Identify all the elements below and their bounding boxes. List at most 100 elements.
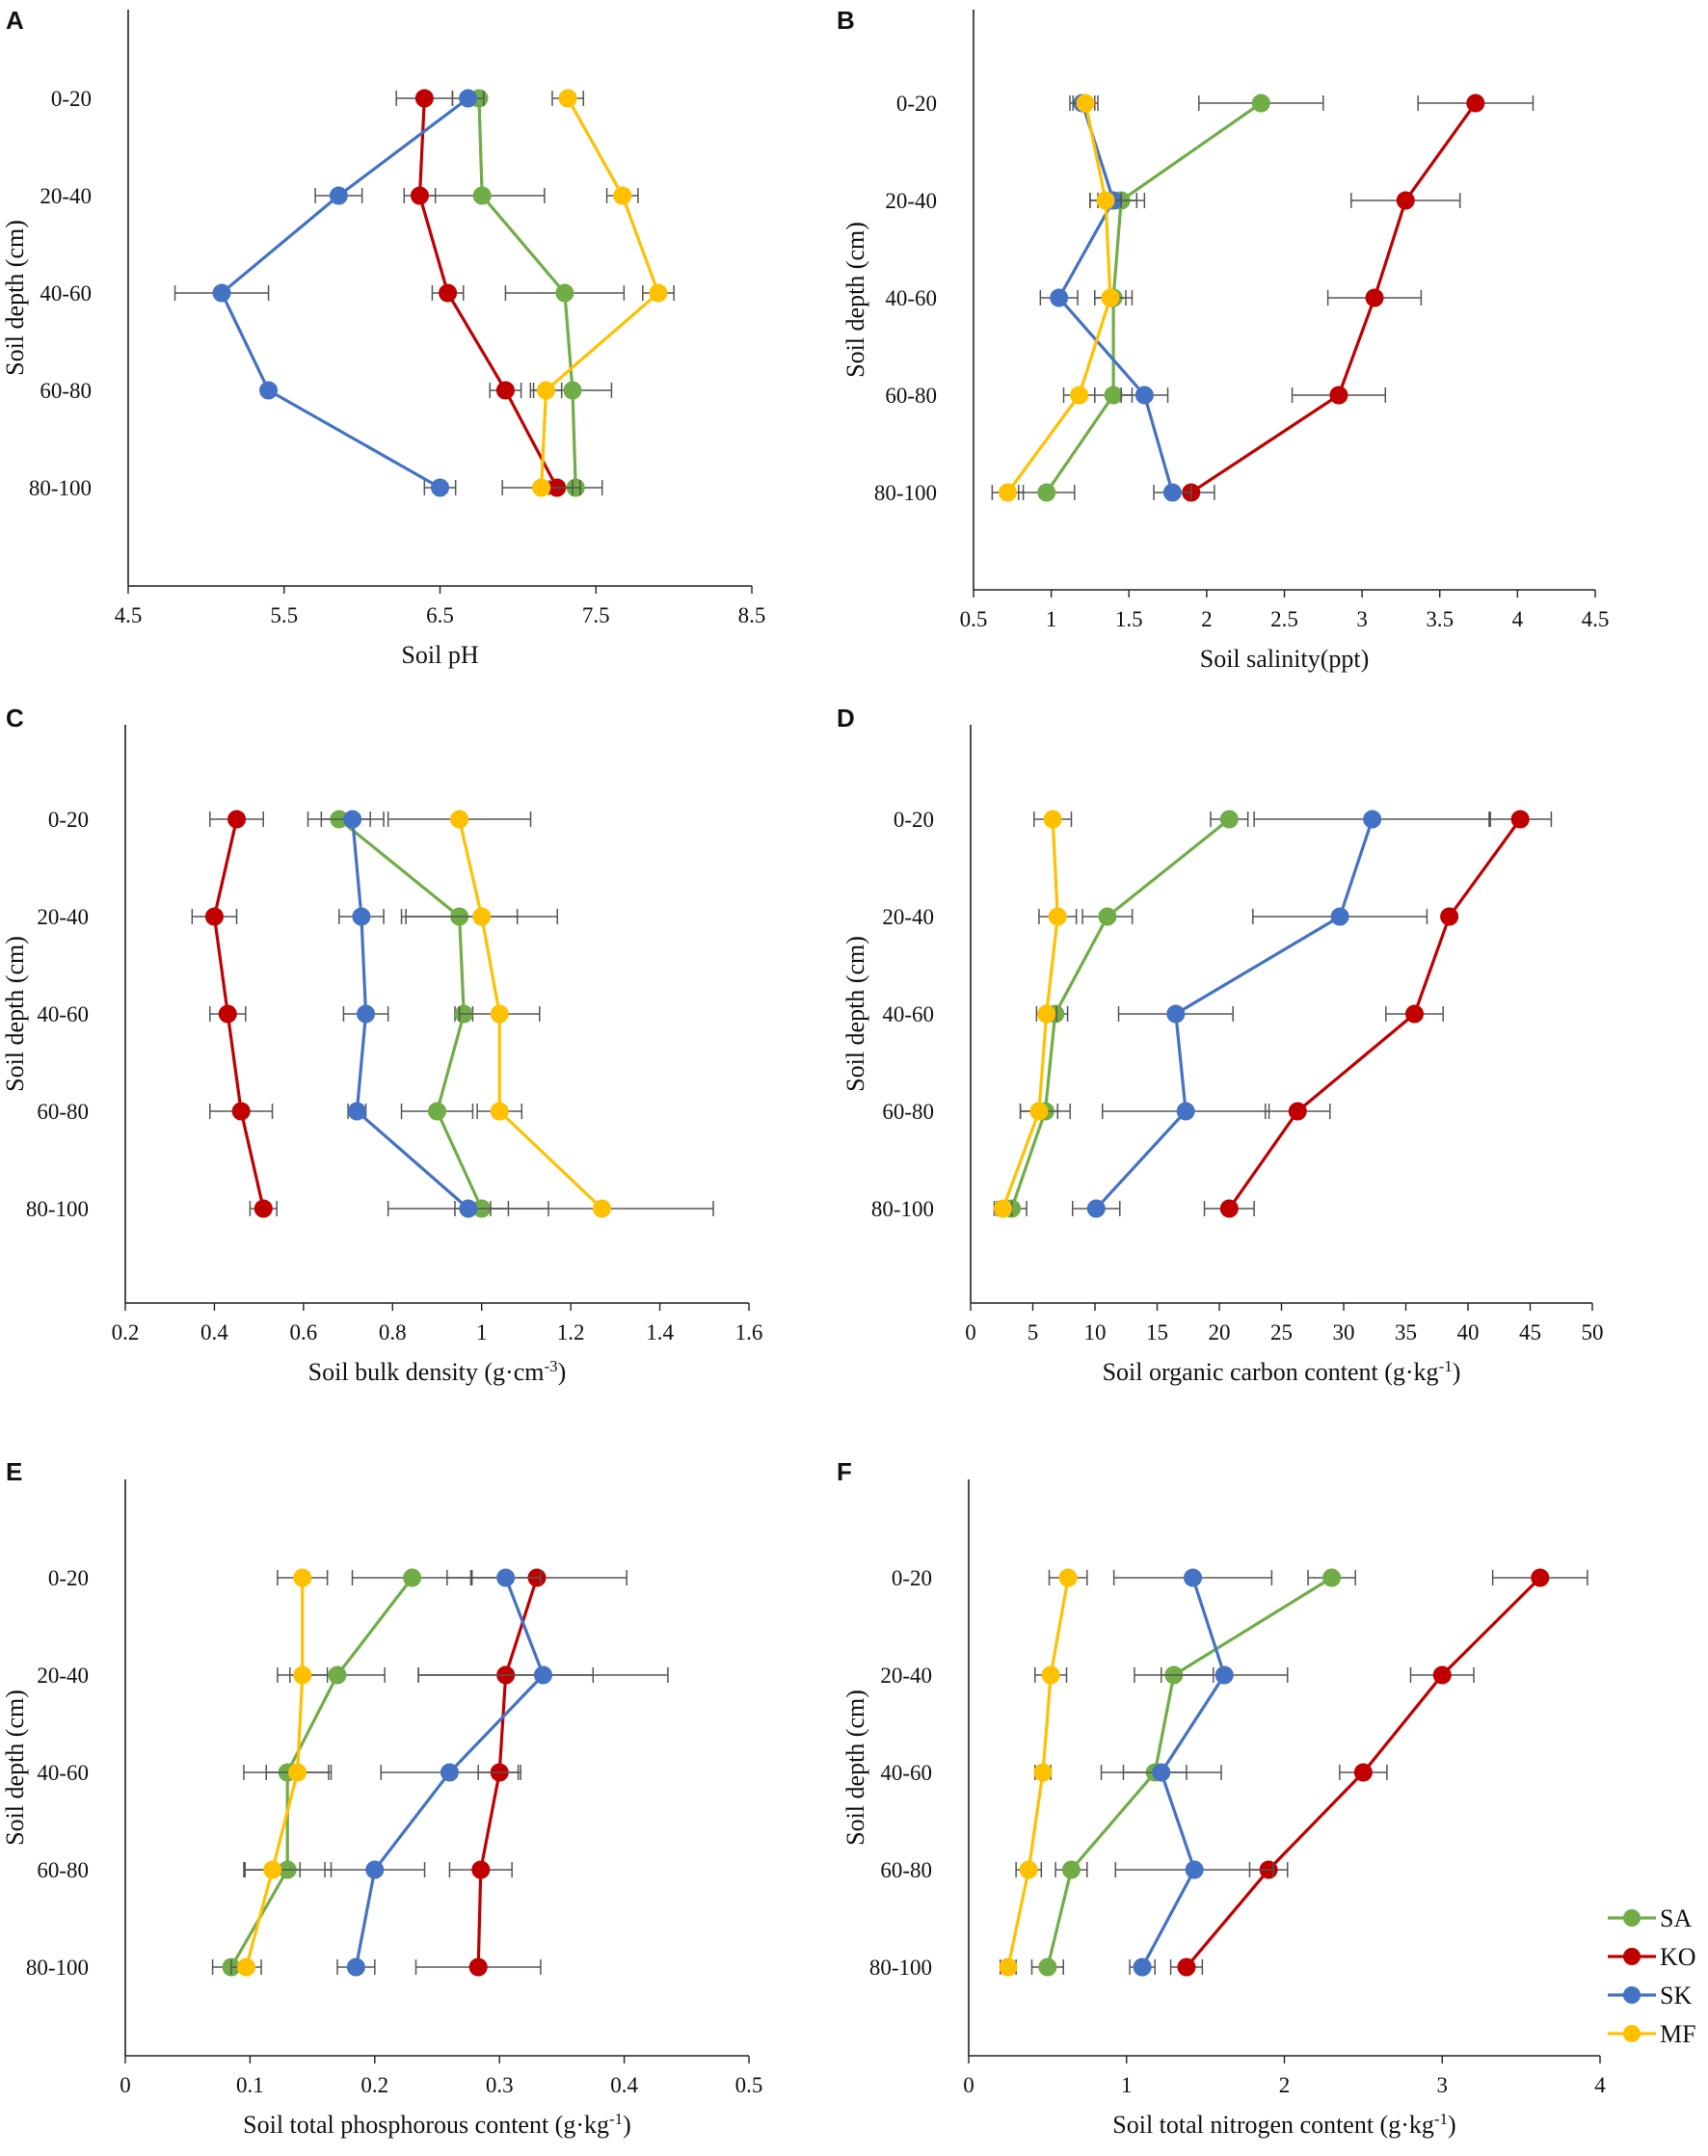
data-point (1058, 1568, 1078, 1587)
x-axis-label-superscript: -3 (544, 1357, 557, 1375)
data-point (1048, 907, 1067, 926)
data-point (1214, 1665, 1234, 1685)
data-point (1531, 1568, 1550, 1587)
data-point (1288, 1102, 1307, 1121)
x-tick-label: 3.5 (1426, 607, 1454, 631)
data-point (471, 1860, 491, 1879)
data-point (994, 1199, 1013, 1218)
panel-e: E 0 0.1 0.2 0.3 0.4 0.5 0-20 20-40 40-60 60-80 80-1… (1, 1457, 762, 2139)
y-tick-label: 40-60 (880, 1761, 932, 1785)
x-axis-label: Soil salinity(ppt) (1200, 645, 1370, 673)
data-point (532, 478, 551, 497)
data-point (254, 1199, 273, 1218)
data-point (1061, 1860, 1081, 1879)
panel-letter: C (6, 704, 24, 732)
panel-letter: E (6, 1457, 22, 1486)
data-point (1086, 1199, 1106, 1218)
data-point (459, 1199, 478, 1218)
data-point (536, 381, 555, 400)
x-tick-label: 0 (120, 2073, 131, 2097)
x-tick-label: 30 (1333, 1320, 1355, 1344)
x-tick-label: 50 (1582, 1320, 1604, 1344)
data-point (1440, 907, 1459, 926)
panel-letter: F (837, 1457, 852, 1486)
x-tick-label: 0.1 (236, 2073, 264, 2097)
y-tick-label: 0-20 (892, 1566, 932, 1590)
y-tick-label: 40-60 (37, 1761, 89, 1785)
data-point (231, 1102, 251, 1121)
data-point (592, 1199, 611, 1218)
series-ko (191, 810, 278, 1218)
series-mf (501, 89, 675, 497)
x-tick-label: 4 (1594, 2073, 1606, 2097)
series-ko (1203, 810, 1553, 1218)
x-tick-label: 2 (1279, 2073, 1291, 2097)
y-tick-label: 40-60 (37, 1002, 89, 1026)
data-point (259, 381, 279, 400)
data-point (1019, 1860, 1038, 1879)
y-tick-label: 20-40 (40, 184, 92, 208)
data-point (1029, 1102, 1049, 1121)
legend-label: SA (1660, 1904, 1692, 1932)
series-ko (1166, 93, 1535, 502)
data-point (1466, 93, 1485, 113)
y-tick-label: 80-100 (29, 476, 92, 500)
x-tick-label: 8.5 (738, 603, 766, 627)
data-point (1152, 1763, 1171, 1782)
legend-marker (1623, 1909, 1641, 1927)
x-axis-label-tail: ) (1453, 1358, 1461, 1386)
y-tick-label: 0-20 (894, 808, 934, 832)
x-tick-label: 4.5 (1582, 607, 1610, 631)
x-tick-label: 4.5 (115, 603, 143, 627)
series-sk (320, 810, 549, 1218)
x-axis-label: Soil total nitrogen content (g·kg-1) (1112, 2110, 1455, 2140)
data-point (329, 186, 348, 205)
x-tick-label: 0.5 (960, 607, 988, 631)
y-tick-label: 0-20 (48, 1566, 89, 1590)
data-point (1076, 93, 1095, 113)
data-point (1219, 810, 1239, 829)
data-point (1176, 1102, 1195, 1121)
legend-item-sa: SA (1608, 1904, 1692, 1932)
panel-b: B 0.5 1 1.5 2 2.5 3 3.5 4 4.5 0-20 20-40 40-60 60-80 8… (837, 6, 1609, 673)
y-axis-label: Soil depth (cm) (1, 1690, 29, 1846)
data-point (468, 1957, 488, 1977)
series-line (1045, 101, 1263, 493)
x-tick-label: 20 (1209, 1320, 1231, 1344)
y-tick-label: 40-60 (885, 286, 937, 310)
y-axis-label: Soil depth (cm) (841, 936, 869, 1092)
x-tick-label: 1.2 (557, 1320, 585, 1344)
y-axis-label: Soil depth (cm) (841, 1690, 869, 1846)
y-tick-label: 20-40 (880, 1664, 932, 1688)
data-point (558, 89, 577, 108)
x-tick-label: 25 (1270, 1320, 1293, 1344)
data-point (490, 1004, 509, 1024)
y-tick-label: 80-100 (874, 481, 937, 505)
x-tick-label: 0.6 (289, 1320, 317, 1344)
data-point (533, 1665, 552, 1685)
panel-d: D 0 5 10 15 20 25 30 35 40 45 50 0-20 20-40 40-60 60-80… (837, 704, 1604, 1386)
x-tick-label: 35 (1395, 1320, 1417, 1344)
data-point (414, 89, 434, 108)
x-tick-label: 4 (1512, 607, 1524, 631)
legend-marker (1623, 1948, 1641, 1965)
x-tick-label: 5 (1027, 1320, 1039, 1344)
data-point (410, 186, 429, 205)
x-axis-label-superscript: -1 (1439, 1357, 1453, 1375)
data-point (288, 1763, 307, 1782)
legend-marker (1623, 1986, 1641, 2004)
y-tick-label: 40-60 (40, 281, 92, 306)
data-point (1365, 288, 1384, 307)
series-mf (230, 1568, 330, 1977)
legend-item-mf: MF (1608, 2020, 1696, 2048)
data-point (440, 1763, 459, 1782)
x-tick-label: 1 (1121, 2073, 1133, 2097)
x-tick-label: 0.2 (360, 2073, 388, 2097)
x-tick-label: 3 (1437, 2073, 1449, 2097)
x-axis-label: Soil total phosphorous content (g·kg-1) (243, 2110, 631, 2140)
data-point (343, 810, 362, 829)
x-tick-label: 7.5 (582, 603, 610, 627)
data-point (1219, 1199, 1239, 1218)
data-point (1101, 288, 1120, 307)
data-point (293, 1568, 312, 1587)
